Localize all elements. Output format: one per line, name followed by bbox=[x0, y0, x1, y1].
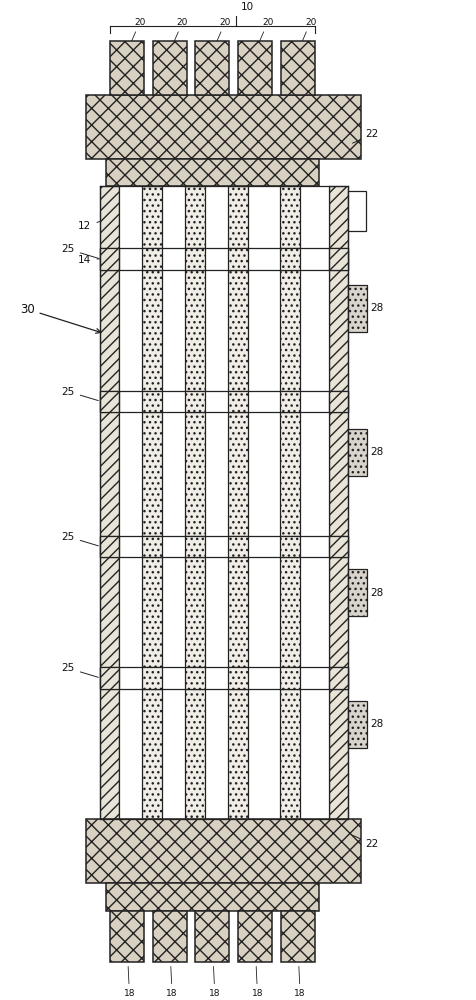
Text: 25: 25 bbox=[61, 387, 98, 401]
Bar bbox=[328, 248, 347, 270]
Bar bbox=[142, 536, 162, 557]
Bar bbox=[328, 186, 347, 819]
Bar bbox=[347, 569, 367, 616]
Bar bbox=[185, 248, 204, 270]
Bar bbox=[227, 667, 247, 689]
Bar bbox=[280, 41, 314, 95]
Text: 30: 30 bbox=[20, 303, 100, 333]
Bar bbox=[185, 391, 204, 412]
Bar bbox=[227, 536, 247, 557]
Bar bbox=[280, 911, 314, 962]
Text: 12: 12 bbox=[78, 221, 99, 231]
Bar bbox=[195, 911, 229, 962]
Text: 20: 20 bbox=[130, 18, 145, 44]
Text: 16: 16 bbox=[353, 206, 366, 216]
Bar bbox=[86, 819, 360, 883]
Text: 22: 22 bbox=[352, 129, 378, 143]
Bar bbox=[142, 667, 162, 689]
Text: 28: 28 bbox=[367, 447, 383, 457]
Bar bbox=[347, 701, 367, 748]
Bar bbox=[238, 911, 272, 962]
Text: 20: 20 bbox=[258, 18, 273, 44]
Bar bbox=[299, 186, 328, 819]
Bar bbox=[279, 667, 299, 689]
Bar bbox=[106, 159, 318, 186]
Text: 28: 28 bbox=[367, 303, 383, 313]
Bar bbox=[100, 536, 347, 557]
Text: 18: 18 bbox=[166, 966, 178, 998]
Bar bbox=[142, 391, 162, 412]
Bar bbox=[100, 667, 119, 689]
Bar bbox=[185, 536, 204, 557]
Bar bbox=[347, 285, 367, 332]
Text: 28: 28 bbox=[367, 588, 383, 598]
Bar bbox=[142, 186, 162, 819]
Bar bbox=[119, 186, 142, 819]
Bar bbox=[100, 391, 119, 412]
Text: 28: 28 bbox=[367, 719, 383, 729]
Bar bbox=[195, 41, 229, 95]
Bar bbox=[227, 391, 247, 412]
Bar bbox=[328, 536, 347, 557]
Bar bbox=[347, 191, 365, 231]
Text: 25: 25 bbox=[61, 663, 98, 677]
Bar bbox=[279, 391, 299, 412]
Text: 18: 18 bbox=[208, 966, 220, 998]
Text: 18: 18 bbox=[123, 966, 135, 998]
Text: 25: 25 bbox=[61, 532, 98, 546]
Text: 18: 18 bbox=[251, 966, 263, 998]
Bar bbox=[100, 667, 347, 689]
Text: 25: 25 bbox=[61, 244, 98, 258]
Bar bbox=[110, 911, 144, 962]
Bar bbox=[152, 41, 187, 95]
Bar bbox=[162, 186, 185, 819]
Bar bbox=[185, 667, 204, 689]
Bar bbox=[152, 911, 187, 962]
Bar bbox=[247, 186, 279, 819]
Bar bbox=[100, 248, 347, 270]
Bar bbox=[347, 429, 367, 476]
Bar bbox=[227, 248, 247, 270]
Text: 20: 20 bbox=[301, 18, 316, 44]
Bar bbox=[227, 186, 247, 819]
Bar bbox=[279, 248, 299, 270]
Bar bbox=[204, 186, 227, 819]
Text: 18: 18 bbox=[294, 966, 305, 998]
Bar bbox=[328, 391, 347, 412]
Text: 20: 20 bbox=[173, 18, 188, 44]
Bar bbox=[100, 536, 119, 557]
Bar bbox=[106, 883, 318, 911]
Bar bbox=[142, 248, 162, 270]
Bar bbox=[328, 667, 347, 689]
Text: 14: 14 bbox=[78, 255, 140, 265]
Bar bbox=[100, 391, 347, 412]
Text: 22: 22 bbox=[352, 835, 378, 849]
Bar bbox=[100, 248, 119, 270]
Text: 20: 20 bbox=[216, 18, 230, 44]
Text: 10: 10 bbox=[240, 2, 253, 12]
Bar bbox=[100, 186, 119, 819]
Bar bbox=[110, 41, 144, 95]
Bar bbox=[238, 41, 272, 95]
Bar bbox=[86, 95, 360, 159]
Bar bbox=[279, 536, 299, 557]
Bar bbox=[185, 186, 204, 819]
Bar bbox=[279, 186, 299, 819]
